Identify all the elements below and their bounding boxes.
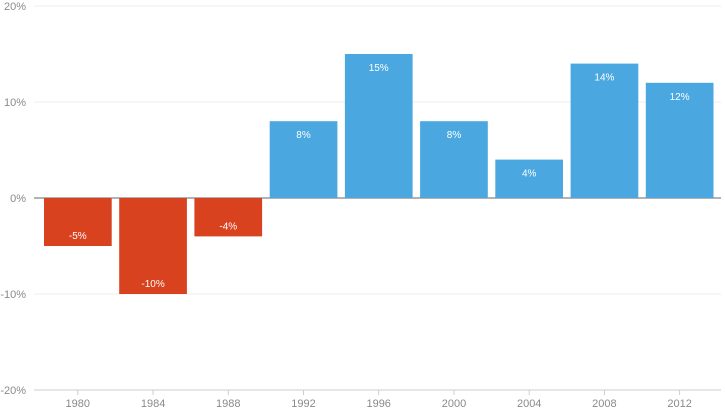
x-tick-label-2004: 2004 — [517, 398, 541, 408]
x-tick-label-1992: 1992 — [291, 398, 315, 408]
bar-1988 — [194, 198, 263, 237]
x-tick-label-1980: 1980 — [66, 398, 90, 408]
bar-1992 — [269, 121, 338, 198]
y-axis-ticks: -20% -10% 0% 10% 20% — [0, 1, 26, 397]
data-label-1980: -5% — [69, 231, 87, 242]
x-axis-ticks: 1980 1984 1988 1992 1996 2000 2004 2008 2012 — [66, 390, 692, 408]
y-tick-label: 20% — [4, 1, 26, 13]
bar-2004 — [495, 159, 563, 198]
y-tick-label: 10% — [4, 97, 26, 109]
x-tick-label-2000: 2000 — [442, 398, 466, 408]
x-tick-label-2008: 2008 — [592, 398, 616, 408]
data-label-1988: -4% — [219, 221, 237, 232]
data-label-1984: -10% — [141, 279, 164, 290]
y-tick-label: 0% — [10, 193, 26, 205]
bar-2008 — [570, 63, 639, 198]
data-label-2000: 8% — [447, 130, 462, 141]
data-label-1992: 8% — [296, 130, 311, 141]
data-label-1996: 15% — [369, 63, 389, 74]
data-label-2012: 12% — [670, 92, 690, 103]
data-labels: -5% -10% -4% 8% 15% 8% 4% 14% 12% — [69, 63, 690, 290]
bar-1996 — [344, 54, 413, 198]
x-tick-label-1996: 1996 — [366, 398, 390, 408]
x-tick-label-1984: 1984 — [141, 398, 165, 408]
x-tick-label-2012: 2012 — [667, 398, 691, 408]
data-label-2008: 14% — [594, 73, 614, 84]
bar-2012 — [645, 82, 714, 198]
bars — [44, 54, 714, 294]
bar-1980 — [44, 198, 112, 246]
y-tick-label: -10% — [0, 289, 26, 301]
x-tick-label-1988: 1988 — [216, 398, 240, 408]
y-tick-label: -20% — [0, 385, 26, 397]
data-label-2004: 4% — [522, 169, 537, 180]
bar-1984 — [119, 198, 187, 294]
bar-2000 — [420, 121, 488, 198]
